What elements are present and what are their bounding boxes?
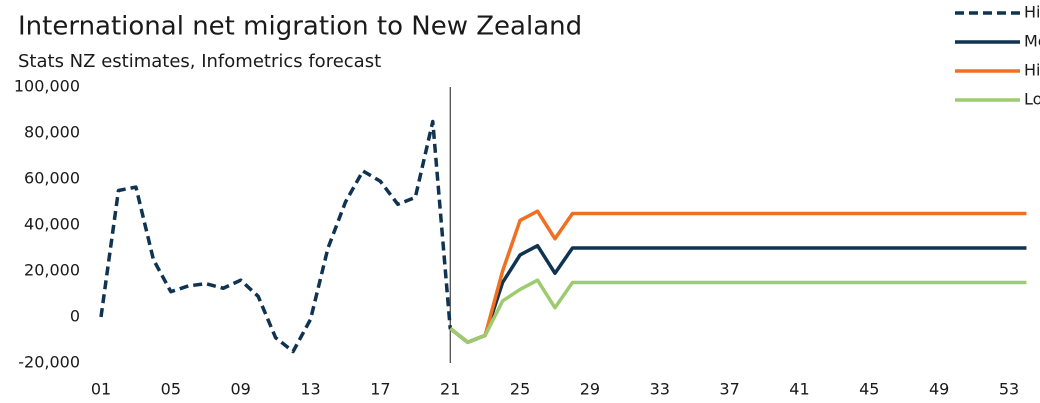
y-tick-label: 40,000 <box>24 215 80 234</box>
x-tick-label: 33 <box>650 380 670 399</box>
x-tick-label: 13 <box>300 380 320 399</box>
legend-label: Medium <box>1024 32 1040 51</box>
x-tick-label: 41 <box>789 380 809 399</box>
chart-title: International net migration to New Zeala… <box>18 12 582 42</box>
legend-label: Low <box>1024 90 1040 109</box>
x-tick-label: 01 <box>91 380 111 399</box>
legend-label: High <box>1024 61 1040 80</box>
series-line <box>99 119 486 354</box>
series-line <box>449 209 1027 345</box>
y-tick-label: 100,000 <box>14 77 80 96</box>
chart-subtitle: Stats NZ estimates, Infometrics forecast <box>18 51 381 72</box>
y-tick-label: 60,000 <box>24 169 80 188</box>
x-tick-label: 21 <box>440 380 460 399</box>
x-tick-label: 25 <box>510 380 530 399</box>
y-tick-label: 80,000 <box>24 123 80 142</box>
series-line <box>449 278 1027 345</box>
y-tick-label: -20,000 <box>18 353 80 372</box>
y-tick-label: 0 <box>70 307 80 326</box>
series-line <box>449 243 1027 345</box>
x-tick-label: 53 <box>999 380 1019 399</box>
x-tick-label: 29 <box>580 380 600 399</box>
x-tick-label: 09 <box>231 380 251 399</box>
legend-label: Historical <box>1024 3 1040 22</box>
x-tick-label: 05 <box>161 380 181 399</box>
x-tick-label: 49 <box>929 380 949 399</box>
x-tick-label: 37 <box>719 380 739 399</box>
x-tick-label: 17 <box>370 380 390 399</box>
y-tick-label: 20,000 <box>24 261 80 280</box>
x-tick-label: 45 <box>859 380 879 399</box>
